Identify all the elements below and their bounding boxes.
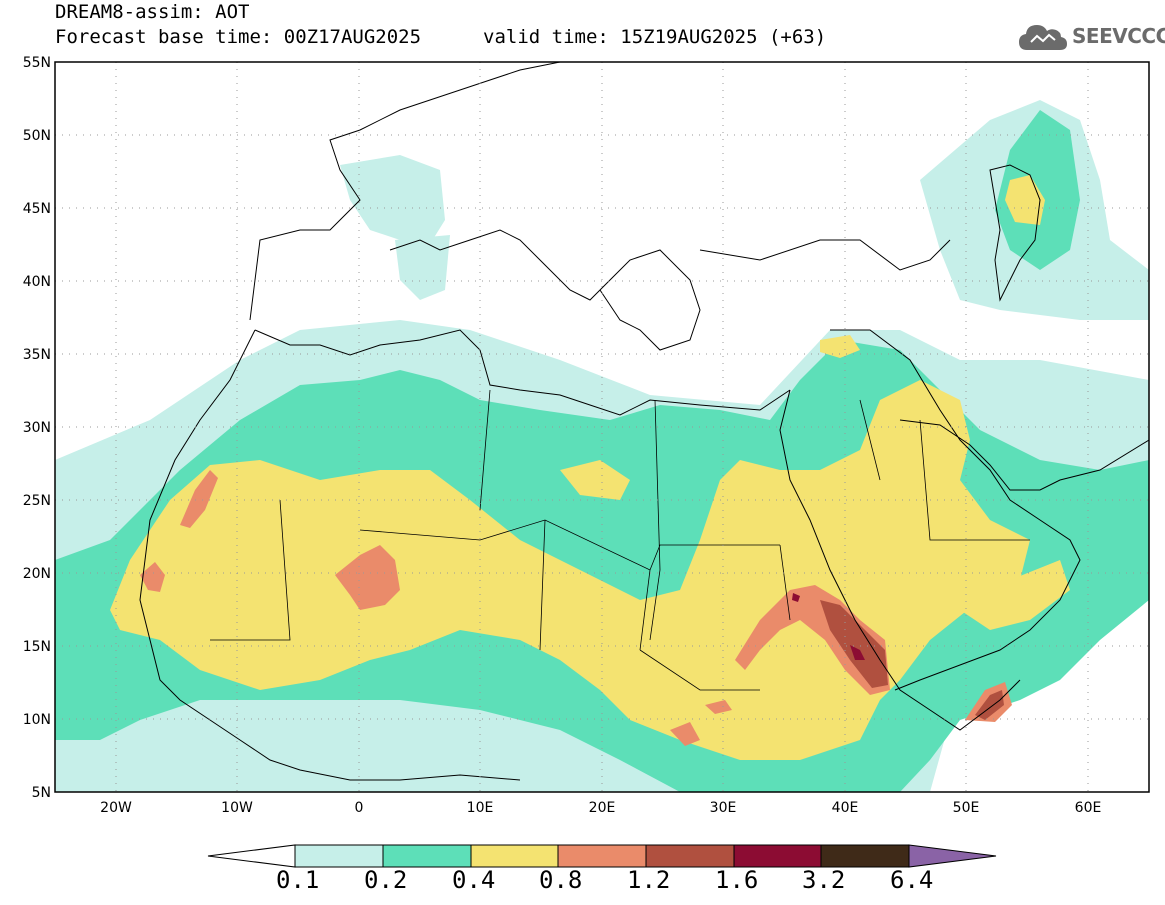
colorbar-label: 6.4: [890, 866, 934, 894]
lon-axis: 20W 10W 0 10E 20E 30E 40E 50E 60E: [100, 800, 1101, 816]
colorbar-bin: [820, 844, 910, 868]
gridlines: [55, 62, 1149, 792]
lon-tick: 10W: [221, 800, 253, 816]
logo-text: SEEVCCC: [1072, 24, 1165, 48]
lat-tick: 5N: [32, 785, 51, 801]
colorbar-bin: [645, 844, 735, 868]
aot-contour-1.6: [792, 593, 800, 602]
lon-tick: 30E: [710, 800, 737, 816]
lat-tick: 40N: [23, 274, 51, 290]
colorbar-label: 0.2: [364, 866, 408, 894]
lon-tick: 40E: [832, 800, 859, 816]
colorbar-under: [207, 844, 296, 868]
colorbar-over: [908, 844, 997, 868]
colorbar-label: 0.8: [539, 866, 583, 894]
aot-contour-1.6: [850, 645, 865, 660]
lat-tick: 10N: [23, 712, 51, 728]
coastline-arabia: [830, 329, 1149, 691]
aot-contour-0.1: [340, 155, 445, 260]
colorbar-bin: [470, 844, 559, 868]
aot-contour-0.8: [140, 562, 165, 592]
colorbar-bin: [733, 844, 822, 868]
coastline-africa: [139, 329, 1021, 781]
cloud-icon: [1019, 25, 1067, 50]
colorbar-bin: [294, 844, 384, 868]
seevccc-logo: SEEVCCC: [1017, 18, 1165, 58]
aot-contour-1.2: [975, 690, 1004, 720]
lon-tick: 20W: [100, 800, 132, 816]
lat-axis: 5N 10N 15N 20N 25N 30N 35N 40N 45N 50N 5…: [23, 55, 51, 801]
lon-tick: 60E: [1075, 800, 1102, 816]
aot-contour-0.8: [670, 722, 700, 746]
lat-tick: 35N: [23, 347, 51, 363]
aot-contour-0.1: [395, 235, 450, 300]
lat-tick: 20N: [23, 566, 51, 582]
aot-contour-0.4: [820, 335, 860, 358]
aot-contour-1.2: [820, 600, 888, 688]
aot-contour-0.8: [335, 545, 400, 610]
coastline-caspian: [989, 164, 1041, 302]
colorbar-bin: [382, 844, 472, 868]
lon-tick: 0: [355, 800, 364, 816]
lat-tick: 50N: [23, 128, 51, 144]
country-borders: [210, 389, 1030, 691]
map-frame: [54, 61, 1150, 793]
forecast-base-time: Forecast base time: 00Z17AUG2025: [55, 26, 422, 48]
lat-tick: 15N: [23, 639, 51, 655]
lon-tick: 50E: [953, 800, 980, 816]
colorbar-label: 0.4: [452, 866, 496, 894]
lat-tick: 45N: [23, 201, 51, 217]
coastlines: [139, 62, 1149, 781]
colorbar-bin: [557, 844, 647, 868]
lon-tick: 20E: [589, 800, 616, 816]
lat-tick: 25N: [23, 493, 51, 509]
aot-contour-0.8: [705, 700, 732, 714]
colorbar-label: 1.2: [627, 866, 671, 894]
aot-contour-0.8: [180, 470, 218, 528]
aot-contour-0.4: [110, 380, 1030, 760]
lat-tick: 55N: [23, 55, 51, 71]
aot-contour-0.4: [960, 560, 1070, 630]
colorbar-label: 3.2: [802, 866, 846, 894]
lat-tick: 30N: [23, 420, 51, 436]
colorbar-label: 1.6: [715, 866, 759, 894]
aot-contour-0.4: [560, 460, 630, 500]
map-title: DREAM8-assim: AOT: [55, 1, 250, 23]
coastline-europe: [249, 62, 951, 351]
lon-tick: 10E: [467, 800, 494, 816]
aot-field: [55, 100, 1149, 792]
valid-time: valid time: 15Z19AUG2025 (+63): [483, 26, 827, 48]
colorbar-label: 0.1: [276, 866, 320, 894]
colorbar: [207, 844, 997, 868]
